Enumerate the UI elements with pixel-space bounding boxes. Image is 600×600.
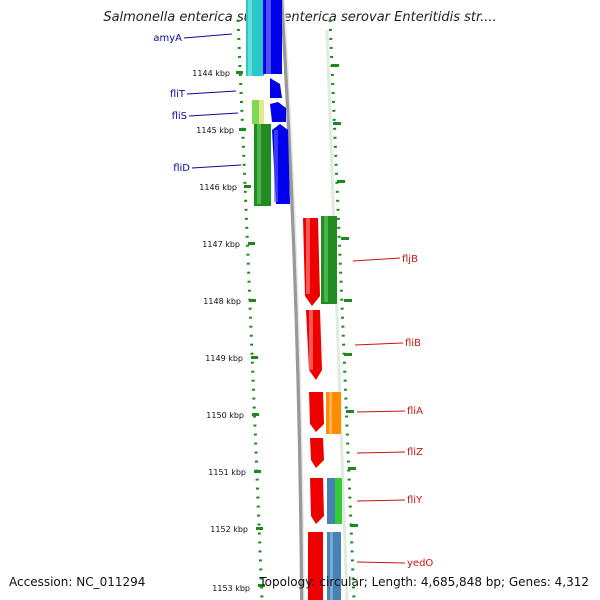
leader-lines-left — [183, 33, 242, 169]
tick-label-1147: 1147 kbp — [202, 240, 240, 249]
tick-label-1151: 1151 kbp — [208, 468, 246, 477]
tick-label-1149: 1149 kbp — [205, 354, 243, 363]
gene-arrow-flis[interactable] — [270, 102, 286, 122]
gene-block-red-bottom[interactable] — [308, 532, 323, 600]
gene-label-flid[interactable]: fliD — [173, 163, 190, 174]
gene-label-yedo[interactable]: yedO — [407, 558, 433, 569]
tick-label-1153: 1153 kbp — [212, 584, 250, 593]
gene-block-steelblue-2[interactable] — [327, 532, 341, 600]
major-ticks-left — [236, 71, 265, 587]
major-ticks-right — [331, 64, 358, 527]
gene-block-lightgreen[interactable] — [252, 100, 259, 124]
tick-label-1146: 1146 kbp — [199, 183, 237, 192]
gene-label-amya[interactable]: amyA — [153, 33, 182, 44]
gene-block-green-right[interactable] — [321, 216, 337, 304]
gene-block-blue-top[interactable] — [263, 0, 282, 74]
gene-block-green-left[interactable] — [254, 124, 271, 206]
accession-text: Accession: NC_011294 — [9, 575, 146, 589]
gene-arrow-flia[interactable] — [309, 392, 324, 432]
gene-arrow-fliy[interactable] — [310, 478, 324, 524]
tick-label-1150: 1150 kbp — [206, 411, 244, 420]
gene-labels-right: fljB fliB fliA fliZ fliY yedO — [402, 254, 433, 569]
tick-label-1148: 1148 kbp — [203, 297, 241, 306]
gene-label-flis[interactable]: fliS — [172, 111, 187, 122]
gene-arrow-fliz[interactable] — [310, 438, 324, 468]
backbone-arc-highlight — [283, 0, 305, 600]
tick-label-1144: 1144 kbp — [192, 69, 230, 78]
gene-arrow-red-1[interactable] — [303, 218, 320, 306]
gene-labels-left: amyA fliT fliS fliD — [153, 33, 190, 174]
tick-label-1152: 1152 kbp — [210, 525, 248, 534]
gene-label-flia[interactable]: fliA — [407, 406, 423, 417]
gene-label-flib[interactable]: fliB — [405, 338, 421, 349]
gene-block-lime[interactable] — [335, 478, 342, 524]
gene-arrow-flit[interactable] — [270, 78, 282, 98]
left-strand-genes — [246, 0, 290, 206]
light-inner-guide-ring — [325, 29, 349, 600]
gene-block-orange[interactable] — [326, 392, 341, 434]
leader-lines-right — [352, 257, 406, 564]
gene-block-steelblue-1[interactable] — [327, 478, 335, 524]
gene-label-flit[interactable]: fliT — [170, 89, 186, 100]
tick-label-1145: 1145 kbp — [196, 126, 234, 135]
gene-block-yellow[interactable] — [259, 100, 264, 124]
gene-label-fliz[interactable]: fliZ — [407, 447, 423, 458]
genome-title: Salmonella enterica subsp. enterica sero… — [103, 10, 497, 25]
backbone-arc — [280, 0, 304, 600]
genome-summary-text: Topology: circular; Length: 4,685,848 bp… — [259, 575, 589, 589]
kbp-tick-labels: 1144 kbp 1145 kbp 1146 kbp 1147 kbp 1148… — [192, 69, 250, 593]
gene-label-fljb[interactable]: fljB — [402, 254, 418, 265]
gene-label-fliy[interactable]: fliY — [407, 495, 423, 506]
right-strand-genes — [303, 216, 342, 600]
gene-arrow-flib[interactable] — [306, 310, 322, 380]
